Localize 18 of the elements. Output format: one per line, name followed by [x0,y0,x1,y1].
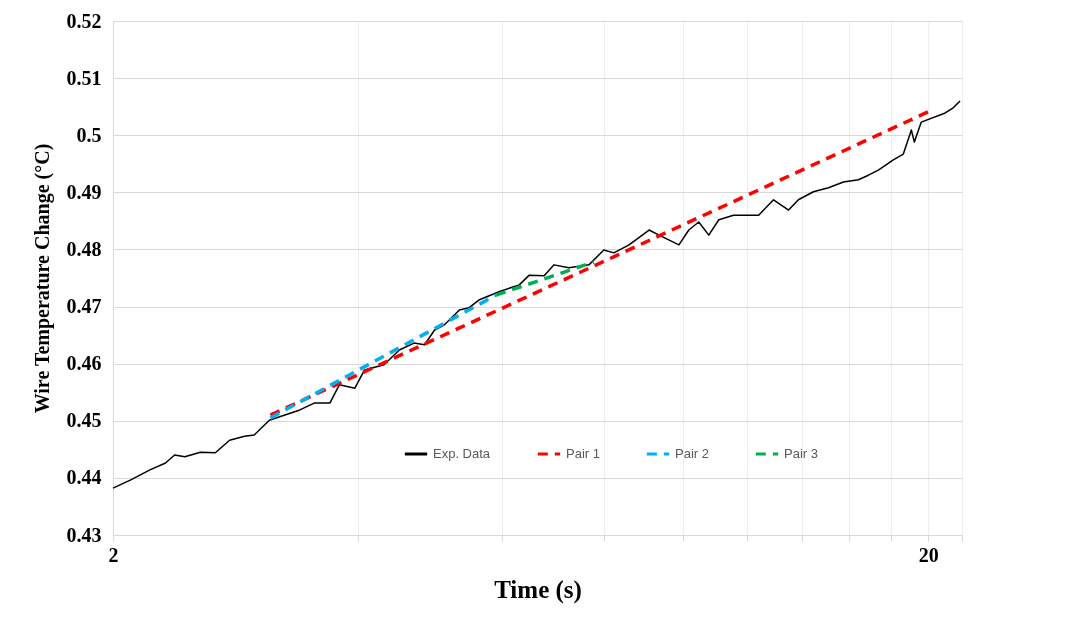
y-tick-label: 0.43 [66,523,102,546]
y-tick-label: 0.52 [66,9,102,32]
y-tick-label: 0.46 [66,352,102,375]
x-axis-title: Time (s) [494,575,582,604]
legend-label: Pair 2 [675,446,709,461]
y-tick-label: 0.49 [66,180,102,203]
y-tick-label: 0.48 [66,237,102,260]
legend-label: Pair 3 [784,446,818,461]
y-tick-label: 0.5 [76,123,102,146]
x-tick-label: 20 [918,543,939,566]
x-tick-label: 2 [108,543,119,566]
y-tick-label: 0.44 [66,466,102,489]
y-axis-title: Wire Temperature Change (°C) [30,143,54,414]
y-tick-label: 0.47 [66,295,102,318]
legend-label: Pair 1 [566,446,600,461]
y-tick-label: 0.51 [66,66,102,89]
y-tick-label: 0.45 [66,409,102,432]
legend-label: Exp. Data [433,446,491,461]
